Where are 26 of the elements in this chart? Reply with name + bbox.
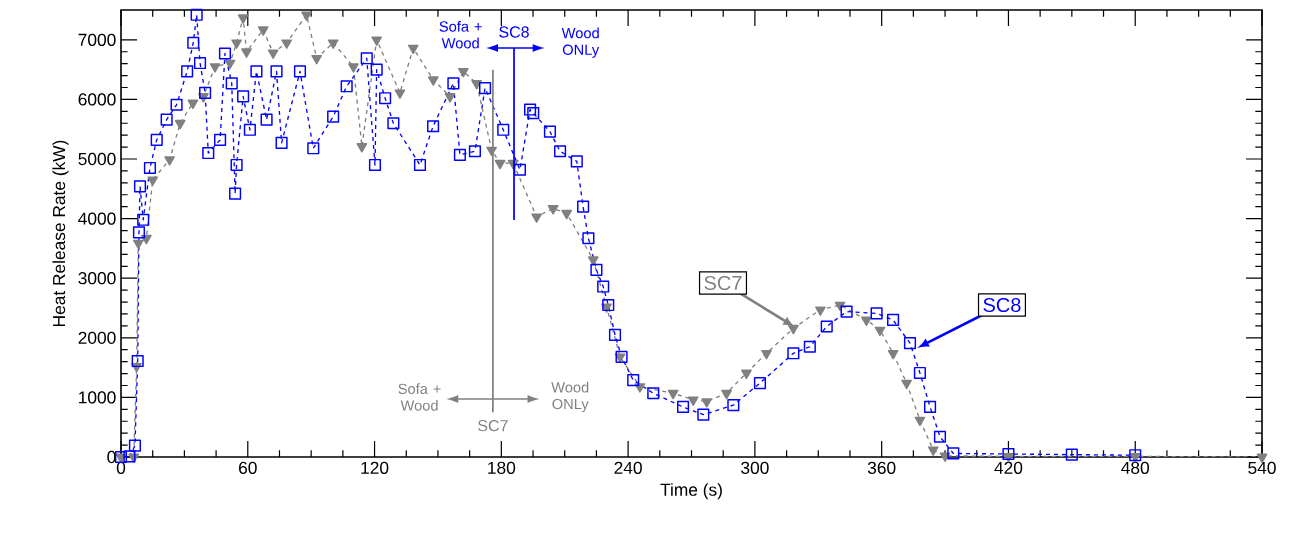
y-tick-label: 6000: [78, 93, 116, 106]
text: SC7: [704, 275, 742, 291]
x-tick-label: 60: [239, 461, 257, 474]
y-tick-label: 5000: [78, 152, 116, 166]
x-axis-title: Time (s): [660, 483, 722, 500]
ref-line-label: SC8: [499, 26, 529, 38]
y-tick-label: 7000: [78, 33, 116, 46]
x-tick-label: 360: [867, 461, 896, 474]
y-tick-label: 1000: [79, 391, 116, 404]
y-tick-label: 3000: [78, 272, 116, 285]
x-tick-label: 540: [1248, 461, 1276, 474]
ref-line-label: SC7: [478, 419, 508, 432]
text: SC8: [983, 297, 1021, 313]
x-tick-label: 240: [614, 461, 642, 474]
x-tick-label: 420: [994, 461, 1023, 474]
x-tick-label: 180: [488, 461, 516, 474]
annotation: Wood ONLy: [561, 27, 600, 58]
x-tick-label: 300: [741, 461, 769, 474]
y-tick-label: 4000: [78, 212, 116, 225]
y-axis-title: Heat Release Rate (kW): [52, 140, 69, 327]
annotation: Wood ONLy: [551, 381, 589, 413]
annotation: Sofa + Wood: [398, 383, 441, 411]
y-tick-label: 2000: [78, 331, 116, 344]
x-tick-label: 120: [361, 461, 389, 474]
annotation: Sofa + Wood: [439, 20, 482, 49]
x-tick-label: 480: [1121, 461, 1150, 474]
